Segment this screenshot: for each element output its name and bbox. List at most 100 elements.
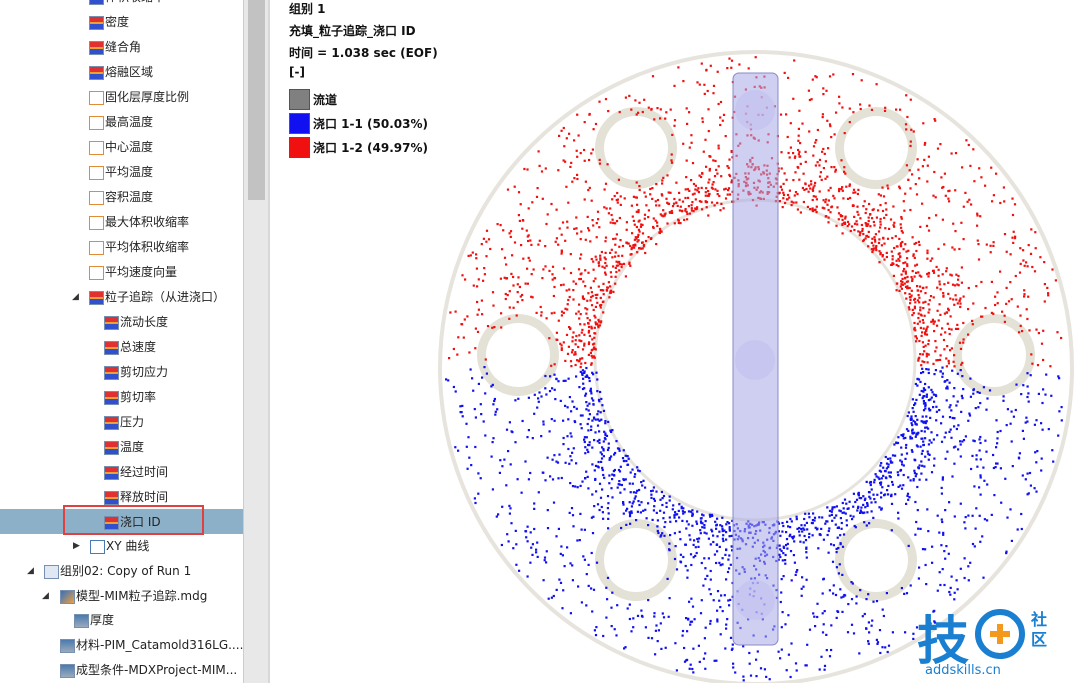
tree-item[interactable]: 材料-PIM_Catamold316LG....	[0, 633, 243, 657]
particle	[680, 507, 683, 510]
tree-item[interactable]: 密度	[0, 10, 243, 34]
tree-item[interactable]: 平均温度	[0, 160, 243, 184]
particle	[526, 267, 529, 270]
particle	[882, 614, 885, 618]
particle	[953, 462, 956, 465]
particle	[571, 514, 575, 517]
tree-label[interactable]: 平均速度向量	[105, 265, 178, 279]
tree-item[interactable]: 流动长度	[0, 310, 243, 334]
particle	[721, 119, 724, 122]
particle	[568, 288, 571, 291]
tree-label[interactable]: 体积收缩率	[105, 0, 165, 9]
tree-label[interactable]: 熔融区域	[105, 65, 154, 79]
tree-label[interactable]: 粒子追踪（从进浇口）	[105, 290, 226, 304]
particle	[920, 420, 923, 423]
tree-expander[interactable]: ◢	[42, 591, 49, 601]
particle	[647, 524, 650, 527]
particle	[818, 190, 821, 193]
tree-item[interactable]: 熔融区域	[0, 60, 243, 84]
tree-label[interactable]: 中心温度	[105, 140, 154, 154]
tree-label[interactable]: 容积温度	[105, 190, 154, 204]
tree-label[interactable]: 流动长度	[120, 315, 169, 329]
particle	[917, 357, 920, 360]
tree-label[interactable]: 经过时间	[120, 465, 169, 479]
particle	[900, 280, 903, 283]
particle	[830, 624, 833, 627]
particle	[699, 529, 702, 532]
particle	[938, 280, 941, 283]
tree-item[interactable]: ◢ 组别02: Copy of Run 1	[0, 559, 243, 583]
tree-item[interactable]: 浇口 ID	[0, 510, 243, 534]
particle	[555, 460, 558, 463]
scroll-thumb[interactable]	[248, 0, 265, 200]
tree-item[interactable]: 体积收缩率	[0, 0, 243, 9]
particle	[700, 561, 703, 565]
tree-label[interactable]: 平均体积收缩率	[105, 240, 190, 254]
tree-label[interactable]: 压力	[120, 415, 145, 429]
tree-item[interactable]: 平均速度向量	[0, 260, 243, 284]
tree-item[interactable]: 厚度	[0, 608, 243, 632]
tree-label[interactable]: 厚度	[90, 613, 115, 627]
particle	[1018, 452, 1021, 455]
tree-item[interactable]: 温度	[0, 435, 243, 459]
tree-label[interactable]: 最大体积收缩率	[105, 215, 190, 229]
particle	[599, 390, 602, 394]
tree-item[interactable]: 经过时间	[0, 460, 243, 484]
particle	[725, 623, 728, 626]
particle	[607, 512, 610, 515]
tree-label[interactable]: 缝合角	[105, 40, 142, 54]
tree-label[interactable]: 剪切应力	[120, 365, 169, 379]
tree-label[interactable]: 材料-PIM_Catamold316LG....	[76, 638, 243, 652]
tree-label[interactable]: 成型条件-MDXProject-MIM...	[76, 663, 238, 677]
particle	[884, 646, 887, 649]
particle	[912, 632, 915, 635]
tree-item[interactable]: 平均体积收缩率	[0, 235, 243, 259]
tree-label[interactable]: 固化层厚度比例	[105, 90, 190, 104]
tree-item[interactable]: 最高温度	[0, 110, 243, 134]
particle	[571, 400, 574, 403]
tree-label[interactable]: 最高温度	[105, 115, 154, 129]
tree-item[interactable]: 总速度	[0, 335, 243, 359]
tree-label[interactable]: 温度	[120, 440, 145, 454]
tree-expander[interactable]: ◢	[27, 566, 34, 576]
tree-label[interactable]: 组别02: Copy of Run 1	[60, 564, 192, 578]
tree-label[interactable]: 浇口 ID	[120, 515, 161, 529]
tree-item[interactable]: 压力	[0, 410, 243, 434]
tree-item[interactable]: ◢ 粒子追踪（从进浇口）	[0, 285, 243, 309]
particle	[662, 517, 665, 520]
particle	[831, 508, 834, 511]
particle	[996, 462, 999, 465]
particle	[698, 537, 701, 540]
tree-item[interactable]: 缝合角	[0, 35, 243, 59]
particle	[686, 569, 689, 572]
tree-item[interactable]: ◢ 模型-MIM粒子追踪.mdg	[0, 584, 243, 608]
tree-label[interactable]: 平均温度	[105, 165, 154, 179]
tree-item[interactable]: 成型条件-MDXProject-MIM...	[0, 658, 243, 682]
scrollbar[interactable]	[243, 0, 269, 683]
tree-item[interactable]: 最大体积收缩率	[0, 210, 243, 234]
particle	[599, 306, 602, 309]
particle	[780, 578, 783, 581]
particle	[706, 89, 709, 93]
tree-label[interactable]: 总速度	[120, 340, 157, 354]
tree-label[interactable]: 模型-MIM粒子追踪.mdg	[76, 589, 208, 603]
tree-label[interactable]: 剪切率	[120, 390, 157, 404]
tree-label[interactable]: XY 曲线	[106, 539, 150, 553]
particle	[528, 259, 531, 262]
tree-item[interactable]: 容积温度	[0, 185, 243, 209]
particle	[980, 176, 983, 179]
tree-label[interactable]: 密度	[105, 15, 130, 29]
tree-item[interactable]: 固化层厚度比例	[0, 85, 243, 109]
tree-expander[interactable]: ◢	[72, 292, 79, 302]
particle	[567, 345, 570, 348]
tree-item[interactable]: 释放时间	[0, 485, 243, 509]
tree-item[interactable]: 剪切应力	[0, 360, 243, 384]
tree-item[interactable]: 剪切率	[0, 385, 243, 409]
particle	[915, 433, 918, 436]
tree-item[interactable]: ▶ XY 曲线	[0, 534, 243, 558]
tree-expander[interactable]: ▶	[73, 541, 80, 551]
tree-item[interactable]: 中心温度	[0, 135, 243, 159]
tree-label[interactable]: 释放时间	[120, 490, 169, 504]
particle	[680, 505, 683, 508]
particle	[880, 491, 883, 494]
